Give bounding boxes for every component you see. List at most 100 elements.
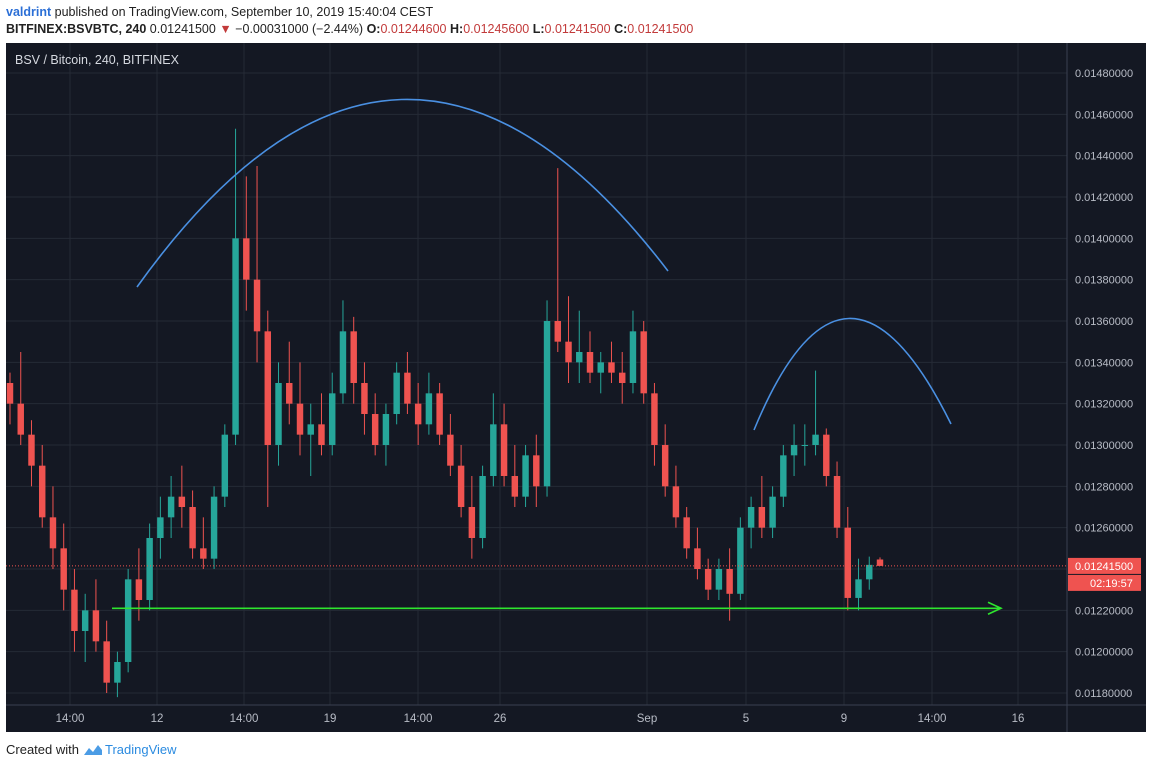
countdown-label-bg (1068, 574, 1141, 591)
candle-body (167, 496, 175, 518)
candle-body (318, 424, 325, 445)
y-tick-label: 0.01400000 (1075, 233, 1133, 245)
candle-body (844, 527, 851, 598)
y-tick-label: 0.01440000 (1075, 151, 1133, 163)
publish-info: valdrint published on TradingView.com, S… (6, 5, 433, 19)
published-text: published on TradingView.com, September … (54, 5, 434, 19)
candle-body (28, 434, 35, 466)
candle-body (39, 465, 46, 518)
candle-body (511, 476, 519, 497)
candle-body (350, 331, 357, 383)
support-arrow-icon (987, 601, 1003, 615)
candle-body (533, 455, 540, 487)
candle-body (92, 610, 100, 642)
close-value: 0.01241500 (627, 22, 694, 36)
candle-body (812, 434, 819, 445)
candle-body (704, 569, 712, 590)
candle-body (661, 445, 669, 487)
candle-body (468, 507, 476, 538)
candle-body (361, 383, 368, 414)
ohlc-summary: BITFINEX:BSVBTC, 240 0.01241500 ▼ −0.000… (6, 22, 693, 36)
tradingview-brand: TradingView (104, 742, 177, 757)
candle-body (758, 507, 766, 528)
candle-body (135, 579, 143, 600)
candle-body (522, 455, 529, 497)
chart-title: BSV / Bitcoin, 240, BITFINEX (15, 53, 179, 67)
candle-body (769, 496, 776, 528)
candle-body (554, 321, 561, 342)
y-tick-label: 0.01220000 (1075, 605, 1133, 617)
candle-body (371, 414, 379, 445)
candle-body (619, 372, 626, 383)
candle-body (49, 517, 57, 549)
candle-body (253, 279, 261, 332)
x-tick-label: 19 (324, 713, 337, 725)
x-tick-label: 9 (841, 713, 847, 725)
y-tick-label: 0.01300000 (1075, 440, 1133, 452)
candle-body (586, 352, 594, 373)
open-value: 0.01244600 (380, 22, 447, 36)
price-change: −0.00031000 (−2.44%) (235, 22, 364, 36)
candle-body (60, 548, 67, 590)
y-tick-label: 0.01420000 (1075, 192, 1133, 204)
candle-body (747, 507, 755, 528)
x-tick-label: 14:00 (230, 713, 259, 725)
candle-body (876, 559, 884, 566)
candle-body (565, 341, 572, 363)
candle-body (866, 564, 873, 580)
high-label: H: (449, 22, 464, 36)
candle-body (393, 372, 400, 414)
candle-body (17, 403, 24, 435)
y-tick-label: 0.01320000 (1075, 399, 1133, 411)
candle-body (683, 517, 690, 549)
candle-body (447, 434, 454, 466)
tradingview-link[interactable]: TradingView (83, 742, 177, 757)
x-tick-label: 14:00 (56, 713, 85, 725)
low-label: L: (532, 22, 545, 36)
candle-body (146, 538, 153, 600)
candle-body (243, 238, 250, 280)
candle-body (200, 548, 207, 559)
arc-annotation-small (753, 317, 952, 431)
x-tick-label: 26 (494, 713, 507, 725)
candle-body (576, 352, 583, 363)
candle-body (543, 321, 551, 487)
last-price-label: 0.01241500 (1075, 561, 1133, 573)
open-label: O: (366, 22, 381, 36)
candle-body (329, 393, 336, 445)
candle-body (640, 331, 647, 394)
chart-panel[interactable] (6, 43, 1146, 732)
candle-body (855, 579, 862, 598)
candle-body (114, 662, 121, 683)
candle-body (500, 424, 508, 476)
tradingview-logo-icon (83, 744, 102, 755)
candle-body (801, 445, 809, 446)
x-tick-label: Sep (637, 713, 657, 725)
candle-body (178, 496, 186, 507)
x-tick-label: 5 (743, 713, 749, 725)
x-tick-label: 14:00 (404, 713, 433, 725)
x-tick-label: 16 (1012, 713, 1025, 725)
candle-body (124, 579, 132, 662)
candle-body (823, 434, 830, 476)
candle-body (672, 486, 680, 518)
candle-body (694, 548, 701, 569)
candle-body (790, 445, 798, 456)
x-tick-label: 12 (151, 713, 164, 725)
candle-body (479, 476, 486, 538)
candle-body (339, 331, 347, 394)
candle-body (71, 589, 78, 631)
candle-body (103, 641, 110, 683)
y-tick-label: 0.01380000 (1075, 275, 1133, 287)
candle-body (286, 383, 293, 404)
candle-body (157, 517, 164, 538)
author-name[interactable]: valdrint (6, 5, 52, 19)
high-value: 0.01245600 (463, 22, 530, 36)
candle-body (651, 393, 658, 445)
candle-body (436, 393, 443, 435)
candle-body (608, 362, 615, 373)
y-tick-label: 0.01200000 (1075, 647, 1133, 659)
last-price: 0.01241500 (149, 22, 216, 36)
symbol-label: BITFINEX:BSVBTC, 240 (6, 22, 147, 36)
